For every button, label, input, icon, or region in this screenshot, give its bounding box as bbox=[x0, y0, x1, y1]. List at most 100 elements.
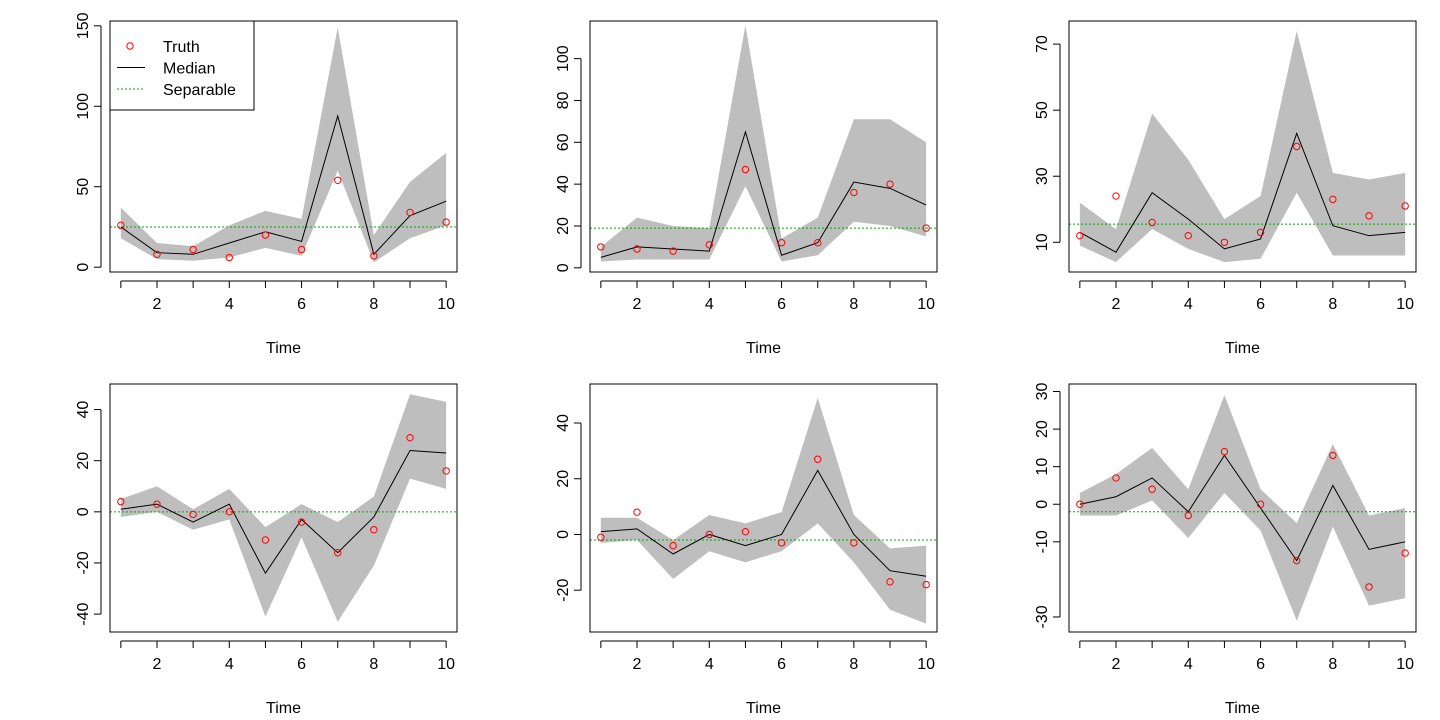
truth-point bbox=[297, 518, 306, 526]
truth-point bbox=[1112, 474, 1120, 482]
median-line bbox=[1079, 454, 1406, 562]
x-tick-label: 6 bbox=[777, 296, 786, 313]
x-tick-label: 4 bbox=[705, 296, 714, 313]
truth-point bbox=[1076, 231, 1084, 240]
plot-frame bbox=[1068, 383, 1417, 633]
y-tick-label: 100 bbox=[75, 93, 92, 120]
truth-point bbox=[1220, 447, 1229, 456]
x-tick-label: 10 bbox=[1396, 296, 1414, 313]
x-tick-label: 4 bbox=[1184, 296, 1193, 313]
truth-point bbox=[886, 578, 894, 586]
truth-point bbox=[1293, 556, 1301, 565]
y-tick-label: 20 bbox=[75, 452, 92, 470]
y-tick-label: 150 bbox=[75, 12, 92, 39]
truth-point bbox=[117, 221, 125, 230]
x-tick-label: 6 bbox=[1256, 296, 1265, 313]
x-axis-label: Time bbox=[746, 700, 781, 717]
x-tick-label: 4 bbox=[1184, 656, 1193, 673]
y-tick-label: 40 bbox=[555, 175, 572, 193]
truth-point bbox=[1329, 451, 1337, 460]
x-axis-label: Time bbox=[746, 340, 781, 357]
uncertainty-band bbox=[1079, 30, 1406, 263]
truth-point bbox=[741, 165, 750, 174]
plot-frame bbox=[1068, 20, 1417, 273]
truth-point bbox=[153, 250, 161, 259]
truth-point bbox=[922, 580, 930, 589]
truth-point bbox=[189, 245, 197, 254]
y-tick-label: -20 bbox=[555, 579, 572, 602]
x-axis-label: Time bbox=[1225, 340, 1260, 357]
truth-point bbox=[922, 224, 930, 232]
x-tick-label: 4 bbox=[705, 656, 714, 673]
truth-point bbox=[1220, 238, 1229, 246]
x-tick-label: 4 bbox=[225, 296, 234, 313]
y-tick-label: 40 bbox=[555, 414, 572, 432]
x-tick-label: 8 bbox=[849, 656, 858, 673]
y-tick-label: 30 bbox=[1034, 167, 1051, 185]
uncertainty-band bbox=[120, 394, 447, 622]
x-tick-label: 6 bbox=[1256, 656, 1265, 673]
y-tick-label: 30 bbox=[1034, 383, 1051, 401]
truth-point bbox=[334, 176, 342, 184]
y-tick-label: 60 bbox=[555, 133, 572, 151]
x-tick-label: 4 bbox=[225, 656, 234, 673]
truth-point bbox=[1112, 192, 1120, 200]
truth-point bbox=[669, 541, 677, 550]
legend-truth-symbol bbox=[126, 42, 134, 50]
truth-point bbox=[370, 252, 378, 260]
truth-point bbox=[1293, 142, 1301, 151]
plot-frame bbox=[589, 20, 938, 273]
truth-point bbox=[669, 247, 677, 255]
truth-point bbox=[597, 243, 605, 251]
truth-point bbox=[1148, 218, 1156, 227]
panel-5: 2 4 6 8 10 Time -20 0 20 40 bbox=[555, 383, 938, 717]
panel-6: 2 4 6 8 10 Time -30 -10 0 10 20 30 bbox=[1034, 383, 1417, 717]
truth-point bbox=[1365, 212, 1373, 220]
x-axis-label: Time bbox=[1225, 700, 1260, 717]
y-tick-label: -20 bbox=[75, 551, 92, 574]
truth-point bbox=[1401, 202, 1409, 210]
truth-point bbox=[777, 239, 786, 247]
x-tick-label: 10 bbox=[437, 656, 455, 673]
truth-point bbox=[1256, 500, 1265, 508]
truth-point bbox=[1329, 195, 1337, 204]
panel-1: 2 4 6 8 10 Time 0 50 100 150 bbox=[75, 12, 458, 357]
x-tick-label: 2 bbox=[633, 656, 642, 673]
plot-frame bbox=[109, 20, 458, 273]
truth-point bbox=[1401, 549, 1409, 557]
y-tick-label: 80 bbox=[555, 91, 572, 109]
truth-point bbox=[117, 497, 125, 506]
truth-point bbox=[153, 500, 161, 508]
y-tick-label: 0 bbox=[555, 263, 572, 272]
truth-point bbox=[442, 218, 450, 226]
x-tick-label: 10 bbox=[1396, 656, 1414, 673]
truth-point bbox=[705, 530, 713, 539]
truth-point bbox=[334, 549, 342, 557]
x-tick-label: 2 bbox=[153, 296, 162, 313]
y-tick-label: 70 bbox=[1034, 35, 1051, 53]
uncertainty-band bbox=[600, 25, 927, 262]
x-tick-label: 8 bbox=[1328, 656, 1337, 673]
median-line bbox=[600, 469, 927, 577]
truth-point bbox=[814, 455, 822, 463]
truth-point bbox=[261, 536, 270, 544]
truth-point bbox=[1365, 583, 1373, 591]
truth-point bbox=[850, 539, 858, 547]
x-tick-label: 6 bbox=[777, 656, 786, 673]
y-tick-label: 100 bbox=[555, 45, 572, 72]
legend-label: Separable bbox=[163, 82, 236, 99]
truth-point bbox=[1076, 500, 1084, 508]
x-tick-label: 10 bbox=[917, 296, 935, 313]
y-tick-label: -40 bbox=[75, 602, 92, 625]
truth-point bbox=[633, 508, 641, 516]
truth-point bbox=[406, 208, 414, 217]
x-axis-label: Time bbox=[266, 700, 301, 717]
panel-2: 2 4 6 8 10 Time 0 20 40 60 80 100 bbox=[555, 20, 938, 357]
y-tick-label: 50 bbox=[75, 178, 92, 196]
truth-point bbox=[1148, 485, 1156, 493]
legend-box bbox=[109, 20, 255, 111]
panel-4: 2 4 6 8 10 Time -40 -20 0 20 40 bbox=[75, 383, 458, 717]
truth-point bbox=[886, 180, 894, 188]
x-tick-label: 8 bbox=[1328, 296, 1337, 313]
y-tick-label: 0 bbox=[555, 530, 572, 539]
